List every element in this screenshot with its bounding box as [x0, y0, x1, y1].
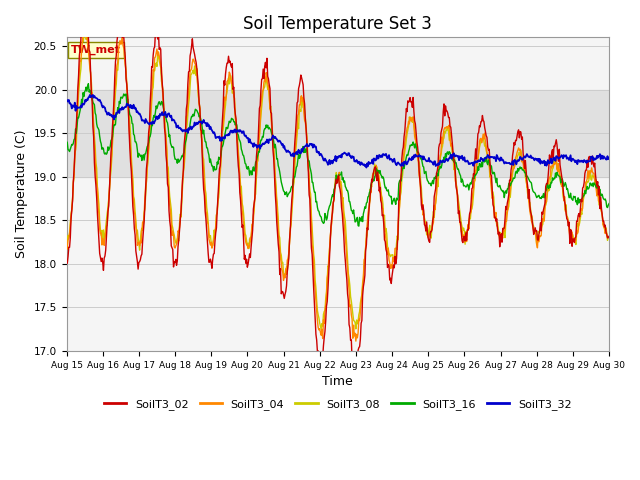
Y-axis label: Soil Temperature (C): Soil Temperature (C): [15, 130, 28, 258]
Text: TW_met: TW_met: [71, 45, 121, 55]
Title: Soil Temperature Set 3: Soil Temperature Set 3: [243, 15, 432, 33]
Legend: SoilT3_02, SoilT3_04, SoilT3_08, SoilT3_16, SoilT3_32: SoilT3_02, SoilT3_04, SoilT3_08, SoilT3_…: [99, 395, 576, 414]
X-axis label: Time: Time: [323, 375, 353, 388]
Bar: [67, 90, 609, 177]
